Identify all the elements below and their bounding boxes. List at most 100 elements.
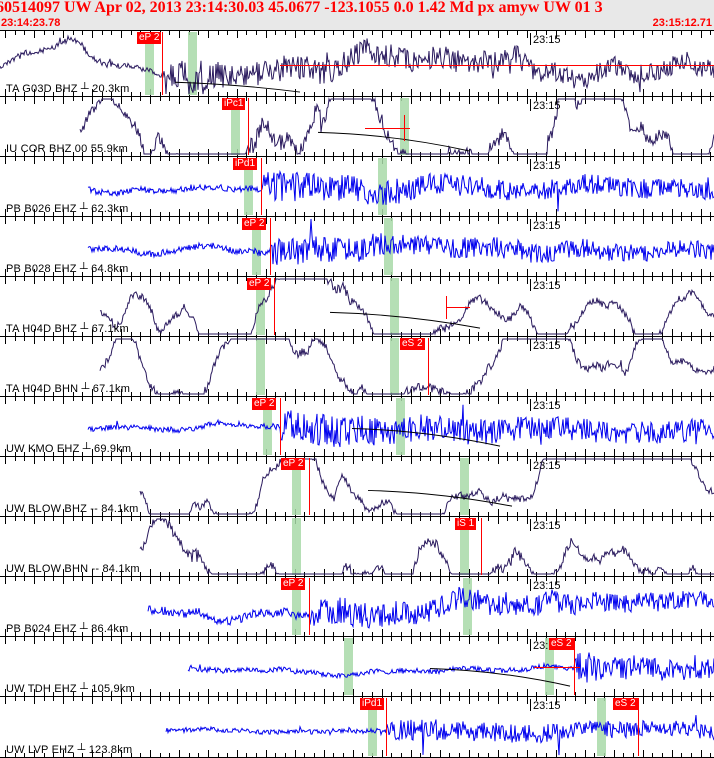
time-tick-label: 23:15	[530, 159, 561, 172]
event-header: 60514097 UW Apr 02, 2013 23:14:30.03 45.…	[0, 0, 714, 30]
station-label: PB B026 EHZ ┴ 62.3km	[6, 203, 129, 215]
time-tick-label: 23:15	[530, 459, 561, 472]
event-header-title: 60514097 UW Apr 02, 2013 23:14:30.03 45.…	[0, 0, 603, 16]
time-tick-label: 23:15	[530, 399, 561, 412]
time-tick-label: 23:15	[530, 339, 561, 352]
pick-line[interactable]	[162, 32, 163, 95]
time-tick-text: 23:15	[533, 34, 561, 46]
pick-line[interactable]	[481, 518, 482, 575]
station-label: TA G03D BHZ ┴ 20.3km	[6, 83, 130, 95]
time-tick-label: 23:15	[530, 219, 561, 232]
station-label: PB B028 EHZ ┴ 64.8km	[6, 263, 129, 275]
coda-window-band	[390, 338, 399, 395]
coda-window-band	[292, 578, 301, 635]
station-label: UW LVP EHZ ┴ 123.8km	[6, 744, 133, 756]
coda-window-band	[252, 218, 261, 275]
station-label: TA H04D BHN ┴ 67.1km	[6, 383, 131, 395]
station-label: PB B024 EHZ ┴ 86.4km	[6, 623, 129, 635]
pick-line[interactable]	[574, 638, 575, 695]
pick-label[interactable]: eP 2	[242, 218, 267, 230]
pick-line[interactable]	[428, 338, 429, 395]
waveform	[187, 652, 714, 687]
waveform	[99, 337, 714, 396]
coda-window-band	[344, 638, 353, 695]
time-tick-label: 23:15	[530, 279, 561, 292]
amplitude-bar	[446, 307, 470, 308]
waveform	[99, 277, 714, 336]
time-tick-text: 23:15	[533, 220, 561, 232]
pick-line[interactable]	[309, 578, 310, 635]
pick-label[interactable]: eP 2	[281, 578, 306, 590]
amplitude-bar	[365, 128, 410, 129]
pick-label[interactable]: eS 2	[549, 638, 574, 650]
coda-window-band	[396, 398, 405, 455]
pick-line[interactable]	[280, 398, 281, 455]
time-tick-label: 23:15	[530, 699, 561, 712]
trace-row[interactable]: 23:15 eP 2 UW BLOW BHZ -- 84.1km	[0, 456, 714, 516]
waveform	[139, 518, 714, 576]
time-tick-label: 23:15	[530, 33, 561, 46]
waveform	[87, 218, 714, 265]
pick-line[interactable]	[261, 158, 262, 215]
trace-row[interactable]: 23:15 iPc1 IU COR BHZ 00 55.9km	[0, 96, 714, 156]
trace-row[interactable]: 23:15 iPd1 eS 2 UW LVP EHZ ┴ 123.8km	[0, 696, 714, 758]
window-start-time: 23:14:23.78	[1, 17, 61, 29]
coda-window-band	[292, 518, 301, 575]
station-label: UW BLOW BHZ -- 84.1km	[6, 503, 139, 515]
trace-row[interactable]: 23:15 eS 2 TA H04D BHN ┴ 67.1km	[0, 336, 714, 396]
time-tick-text: 23:15	[533, 280, 561, 292]
time-tick-text: 23:15	[533, 580, 561, 592]
time-tick-label: 23:15	[530, 99, 561, 112]
pick-label[interactable]: eP 2	[247, 278, 272, 290]
coda-window-band	[460, 458, 469, 515]
trace-row[interactable]: 23:15 eP 2 UW KMO EHZ ┴ 69.9km	[0, 396, 714, 456]
amplitude-bar	[280, 65, 714, 66]
pick-label[interactable]: iPd1	[360, 698, 385, 710]
window-end-time: 23:15:12.71	[652, 17, 712, 29]
pick-line[interactable]	[309, 458, 310, 515]
pick-label[interactable]: eP 2	[252, 398, 277, 410]
waveform	[87, 404, 714, 448]
station-label: UW KMO EHZ ┴ 69.9km	[6, 443, 132, 455]
pick-label[interactable]: iPd1	[233, 158, 258, 170]
trace-row[interactable]: 23:15 eS 2 UW TDH EHZ ┴ 105.9km	[0, 636, 714, 696]
coda-window-band	[256, 278, 265, 335]
coda-window-band	[256, 338, 265, 395]
coda-window-band	[292, 458, 301, 515]
pick-label[interactable]: eS 2	[613, 698, 638, 710]
pick-line[interactable]	[274, 278, 275, 335]
waveform	[139, 458, 714, 516]
trace-row[interactable]: 23:15 eP 2 TA G03D BHZ ┴ 20.3km	[0, 30, 714, 96]
trace-row[interactable]: 23:15 iPd1 PB B026 EHZ ┴ 62.3km	[0, 156, 714, 216]
trace-row[interactable]: 23:15 eP 2 PB B024 EHZ ┴ 86.4km	[0, 576, 714, 636]
station-label: TA H04D BHZ ┴ 67.1km	[6, 323, 129, 335]
time-tick-text: 23:15	[533, 340, 561, 352]
station-label: UW TDH EHZ ┴ 105.9km	[6, 683, 135, 695]
pick-label[interactable]: iPc1	[222, 98, 246, 110]
trace-row[interactable]: 23:15 eP 2 TA H04D BHZ ┴ 67.1km	[0, 276, 714, 336]
amplitude-marker	[404, 115, 405, 141]
time-tick-label: 23:15	[530, 579, 561, 592]
pick-line[interactable]	[248, 98, 249, 155]
pick-label[interactable]: eP 2	[281, 458, 306, 470]
waveform	[79, 97, 714, 156]
time-tick-text: 23:15	[533, 700, 561, 712]
coda-window-band	[188, 32, 197, 95]
pick-line[interactable]	[386, 698, 387, 756]
time-tick-text: 23:15	[533, 160, 561, 172]
pick-line[interactable]	[638, 698, 639, 756]
trace-row[interactable]: 23:15 iS 1 UW BLOW BHN -- 84.1km	[0, 516, 714, 576]
trace-row[interactable]: 23:15 eP 2 PB B028 EHZ ┴ 64.8km	[0, 216, 714, 276]
station-label: UW BLOW BHN -- 84.1km	[6, 563, 140, 575]
waveform	[165, 715, 714, 756]
station-label: IU COR BHZ 00 55.9km	[6, 143, 128, 155]
coda-window-band	[390, 278, 399, 335]
coda-window-band	[368, 698, 377, 756]
pick-label[interactable]: eP 2	[137, 32, 162, 44]
pick-label[interactable]: eS 2	[400, 338, 425, 350]
time-tick-text: 23:15	[533, 400, 561, 412]
waveform	[87, 169, 714, 212]
pick-label[interactable]: iS 1	[455, 518, 477, 530]
pick-line[interactable]	[270, 218, 271, 275]
